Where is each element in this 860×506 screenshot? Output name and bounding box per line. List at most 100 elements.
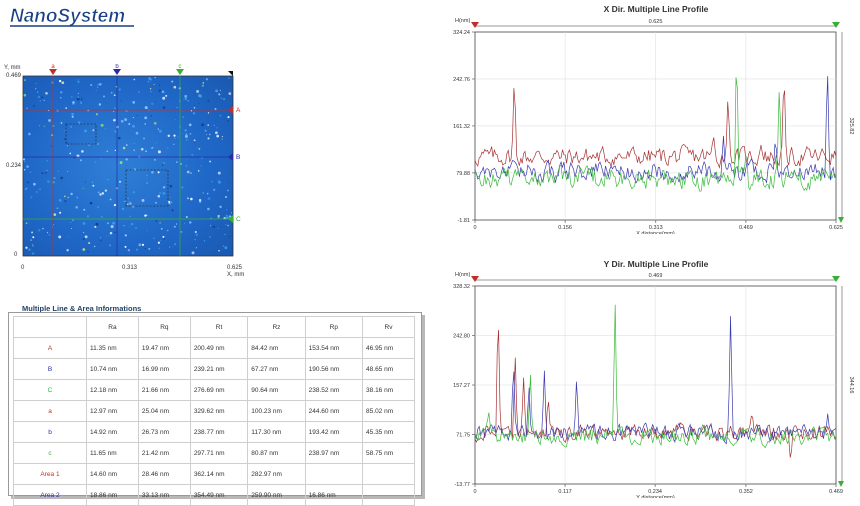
- surface-speckle: [59, 96, 62, 99]
- surface-speckle: [182, 116, 184, 118]
- surface-speckle: [53, 176, 56, 180]
- surface-speckle: [180, 163, 182, 165]
- y-profile-chart[interactable]: 0.469 344.16 H(nm) 328.32 242.80 157.27 71.75 -…: [440, 266, 858, 503]
- surface-speckle: [114, 130, 117, 133]
- surface-speckle: [224, 195, 228, 199]
- surface-speckle: [153, 121, 157, 125]
- surface-speckle: [162, 96, 166, 100]
- table-header-cell: Rp: [304, 316, 364, 338]
- surface-speckle: [200, 164, 202, 167]
- table-cell: 153.54 nm: [304, 337, 364, 359]
- surface-speckle: [80, 100, 81, 102]
- area-2-box: [125, 169, 169, 207]
- surface-speckle: [112, 221, 116, 225]
- row-name: B: [13, 358, 87, 380]
- surface-speckle: [224, 246, 228, 250]
- surface-speckle: [225, 214, 229, 218]
- table-cell: 25.04 nm: [137, 400, 191, 422]
- surface-speckle: [132, 101, 136, 104]
- surface-map[interactable]: a b c A B C: [20, 64, 245, 269]
- surface-speckle: [58, 235, 62, 239]
- x-profile-chart[interactable]: 0.625 325.82 H(nm) 324.24 242.76 161.32 79.88 -…: [440, 12, 858, 239]
- surface-speckle: [187, 99, 190, 102]
- surface-speckle: [196, 146, 198, 148]
- table-row: Area 2 18.86 nm 33.13 nm 354.49 nm 259.90 nm…: [13, 484, 415, 506]
- surface-speckle: [144, 247, 147, 250]
- surface-speckle: [207, 137, 210, 140]
- left-marker: [471, 22, 479, 28]
- surface-speckle: [186, 170, 190, 174]
- table-cell: 190.56 nm: [304, 358, 364, 380]
- surface-speckle: [174, 119, 176, 120]
- surface-speckle: [227, 116, 230, 119]
- surface-speckle: [24, 188, 27, 190]
- surface-speckle: [109, 231, 113, 235]
- surface-speckle: [141, 243, 145, 246]
- surface-speckle: [129, 202, 132, 205]
- surface-speckle: [32, 245, 34, 247]
- surface-speckle: [201, 123, 205, 127]
- surface-speckle: [208, 133, 211, 136]
- surface-speckle: [28, 248, 31, 251]
- row-name: C: [13, 379, 87, 401]
- surface-speckle: [217, 171, 221, 175]
- surface-speckle: [123, 225, 125, 227]
- x-axis-label: Y distance(mm): [636, 495, 675, 498]
- surface-speckle: [193, 139, 196, 142]
- surface-speckle: [176, 223, 178, 225]
- surface-speckle: [230, 177, 232, 179]
- surface-speckle: [124, 200, 126, 203]
- surface-speckle: [48, 119, 51, 122]
- surface-speckle: [133, 143, 135, 145]
- profile-series-line: [474, 88, 837, 169]
- table-row: B 10.74 nm 16.99 nm 239.21 nm 67.27 nm 190.56…: [13, 358, 415, 380]
- surface-speckle: [155, 142, 158, 144]
- surface-speckle: [52, 181, 55, 184]
- surface-speckle: [113, 231, 116, 234]
- surface-speckle: [118, 88, 121, 91]
- surface-speckle: [95, 222, 99, 226]
- surface-speckle: [192, 112, 196, 115]
- surface-speckle: [75, 206, 78, 209]
- surface-speckle: [162, 235, 165, 238]
- surface-speckle: [169, 184, 173, 188]
- table-cell: 354.49 nm: [189, 484, 249, 506]
- surface-speckle: [124, 234, 127, 237]
- surface-speckle: [157, 150, 161, 154]
- surface-speckle: [161, 90, 165, 94]
- surface-speckle: [64, 195, 66, 198]
- surface-speckle: [119, 161, 123, 165]
- surface-speckle: [113, 203, 117, 207]
- surface-speckle: [90, 84, 93, 87]
- surface-speckle: [84, 235, 88, 239]
- surface-speckle: [194, 142, 196, 144]
- surface-speckle: [105, 235, 107, 237]
- surface-speckle: [154, 76, 156, 79]
- surface-speckle: [94, 225, 97, 228]
- surface-speckle: [207, 112, 210, 114]
- table-header-cell: Rt: [189, 316, 249, 338]
- x-axis-label: X distance(mm): [636, 231, 675, 234]
- surface-speckle: [108, 244, 112, 247]
- surface-speckle: [31, 231, 34, 234]
- info-panel: Ra Rq Rt Rz Rp Rv A 11.35 nm 19.47 nm 200.4…: [8, 312, 422, 506]
- logo-text: NanoSystem: [10, 6, 125, 27]
- surface-speckle: [146, 175, 148, 177]
- table-cell: 46.95 nm: [362, 337, 415, 359]
- map-y-tick-mid: 0.234: [6, 163, 22, 169]
- surface-speckle: [77, 96, 80, 98]
- map-image: [22, 75, 234, 257]
- surface-speckle: [100, 215, 103, 218]
- surface-speckle: [46, 231, 49, 234]
- surface-speckle: [180, 230, 183, 233]
- surface-speckle: [127, 248, 131, 252]
- surface-speckle: [190, 197, 193, 201]
- surface-speckle: [189, 132, 192, 135]
- surface-speckle: [104, 128, 107, 130]
- map-x-unit: X, mm: [227, 272, 245, 278]
- surface-speckle: [184, 222, 185, 224]
- surface-speckle: [148, 247, 151, 250]
- surface-speckle: [100, 158, 102, 160]
- surface-speckle: [64, 130, 66, 132]
- surface-speckle: [43, 99, 45, 101]
